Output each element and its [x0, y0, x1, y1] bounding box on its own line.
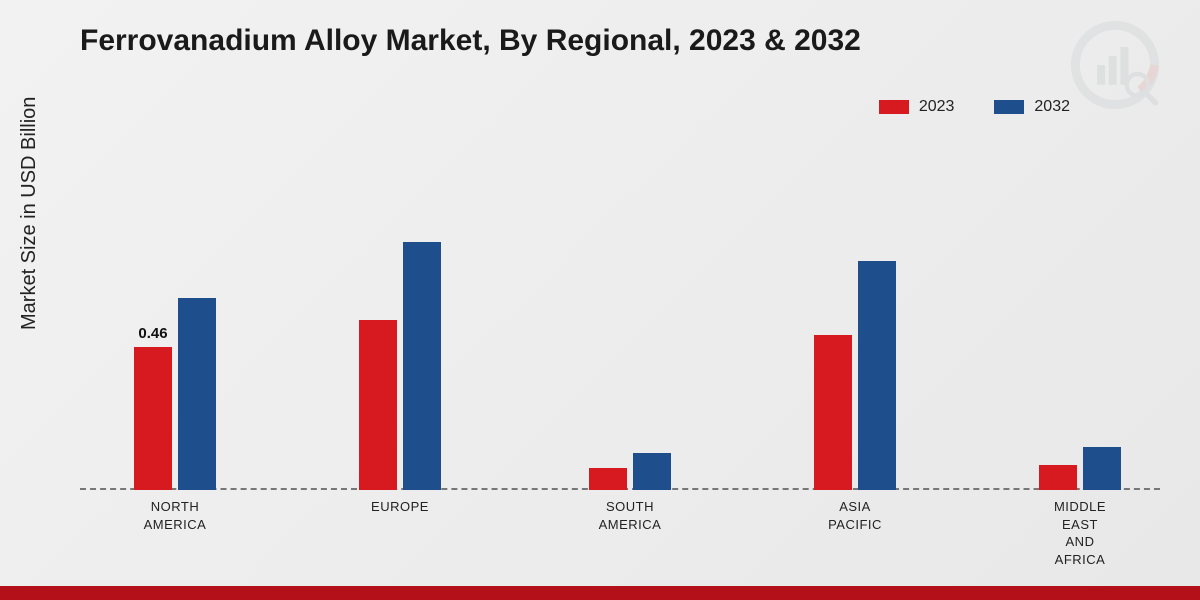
x-tick-label: MIDDLE EAST AND AFRICA	[1020, 498, 1140, 568]
legend-swatch-2032	[994, 100, 1024, 114]
x-axis-labels: NORTH AMERICA EUROPE SOUTH AMERICA ASIA PAC…	[80, 498, 1160, 578]
bar-group	[795, 261, 915, 490]
x-tick-label: EUROPE	[340, 498, 460, 516]
y-axis-label: Market Size in USD Billion	[18, 97, 41, 330]
bar-2032	[1083, 447, 1121, 490]
bar-2023	[1039, 465, 1077, 490]
bar-group	[570, 453, 690, 490]
legend-swatch-2023	[879, 100, 909, 114]
bar-2032	[403, 242, 441, 490]
x-tick-label: NORTH AMERICA	[115, 498, 235, 533]
bar-2032	[858, 261, 896, 490]
chart-title: Ferrovanadium Alloy Market, By Regional,…	[80, 24, 861, 58]
bar-2023	[589, 468, 627, 490]
legend-label-2032: 2032	[1034, 98, 1070, 116]
bar-group	[1020, 447, 1140, 490]
legend-item-2032: 2032	[994, 98, 1070, 116]
bar-2023	[814, 335, 852, 490]
watermark-logo	[1070, 20, 1160, 110]
legend-item-2023: 2023	[879, 98, 955, 116]
x-tick-label: ASIA PACIFIC	[795, 498, 915, 533]
bar-group: 0.46	[115, 298, 235, 490]
plot-area: 0.46	[80, 150, 1160, 490]
bar-2032	[633, 453, 671, 490]
x-tick-label: SOUTH AMERICA	[570, 498, 690, 533]
chart-page: Ferrovanadium Alloy Market, By Regional,…	[0, 0, 1200, 600]
legend-label-2023: 2023	[919, 98, 955, 116]
bar-value-label: 0.46	[138, 325, 167, 342]
bar-group	[340, 242, 460, 490]
bar-2023	[359, 320, 397, 491]
legend: 2023 2032	[879, 98, 1070, 116]
bar-2023: 0.46	[134, 347, 172, 490]
footer-accent-bar	[0, 586, 1200, 600]
bar-2032	[178, 298, 216, 490]
